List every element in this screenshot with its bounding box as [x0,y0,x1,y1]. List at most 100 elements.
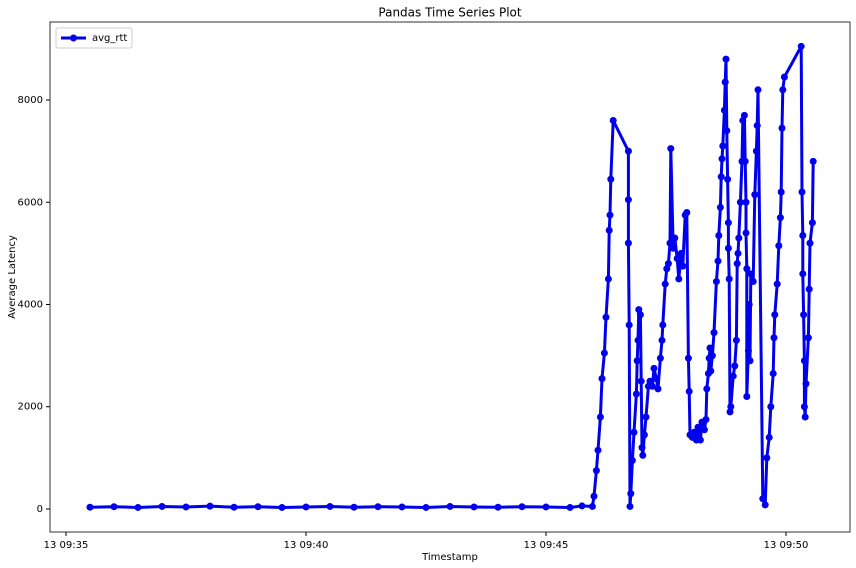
data-point [673,254,681,262]
data-point [650,364,658,372]
data-point [690,428,698,436]
data-point [741,157,749,165]
data-point [626,502,634,510]
data-point [733,260,741,268]
data-point [700,426,708,434]
data-point [134,503,142,511]
data-point [731,362,739,370]
data-point [797,42,805,50]
data-point [640,431,648,439]
plot-frame [49,21,851,533]
data-point [694,423,702,431]
data-point [278,503,286,511]
data-point [648,382,656,390]
data-point [723,127,731,135]
data-point [763,454,771,462]
data-point [706,344,714,352]
data-point [326,502,334,510]
data-point [800,403,808,411]
data-point [602,313,610,321]
y-tick-label: 6000 [18,197,43,208]
data-point [350,503,358,511]
x-axis-label: Timestamp [421,552,478,563]
data-point [578,502,586,510]
data-point [398,503,406,511]
data-point [721,78,729,86]
data-point [744,347,752,355]
data-point [624,147,632,155]
y-axis-label: Average Latency [7,235,18,319]
data-point [708,352,716,360]
data-point [722,55,730,63]
data-point [684,354,692,362]
data-point [749,277,757,285]
data-point [659,321,667,329]
data-point [740,111,748,119]
data-point [658,336,666,344]
data-point [671,234,679,242]
data-point [110,503,118,511]
data-point [773,280,781,288]
data-point [470,503,478,511]
data-point [779,86,787,94]
data-point [206,502,214,510]
data-point [746,357,754,365]
data-point [685,387,693,395]
data-point [710,329,718,337]
data-point [765,433,773,441]
data-point [727,403,735,411]
data-point [638,444,646,452]
data-point [715,231,723,239]
data-point [230,503,238,511]
data-point [752,147,760,155]
data-point [592,467,600,475]
data-point [707,367,715,375]
data-point [598,375,606,383]
data-point [625,321,633,329]
data-point [675,275,683,283]
data-point [703,385,711,393]
data-point [736,198,744,206]
data-point [637,377,645,385]
data-point [656,354,664,362]
data-point [780,73,788,81]
data-point [609,116,617,124]
data-point [800,357,808,365]
data-point [742,198,750,206]
data-point [624,196,632,204]
data-point [634,336,642,344]
data-point [374,503,382,511]
data-point [702,416,710,424]
data-point [761,501,769,509]
data-point [677,249,685,257]
x-tick-label: 13 09:35 [44,540,89,551]
data-point [718,155,726,163]
data-point [654,385,662,393]
data-point [494,503,502,511]
y-tick-label: 0 [37,504,43,515]
data-point [633,357,641,365]
data-point [254,503,262,511]
data-point [808,219,816,227]
data-point [518,503,526,511]
data-point [642,413,650,421]
data-point [717,173,725,181]
data-point [799,231,807,239]
data-point [302,503,310,511]
data-point [753,122,761,130]
data-point [747,270,755,278]
data-point [754,86,762,94]
data-point [182,503,190,511]
data-point [771,311,779,319]
data-point [800,311,808,319]
data-point [669,244,677,252]
legend-box [55,27,133,49]
data-point [446,502,454,510]
data-point [804,334,812,342]
data-point [798,188,806,196]
data-point [596,413,604,421]
data-point [542,503,550,511]
data-point [735,234,743,242]
